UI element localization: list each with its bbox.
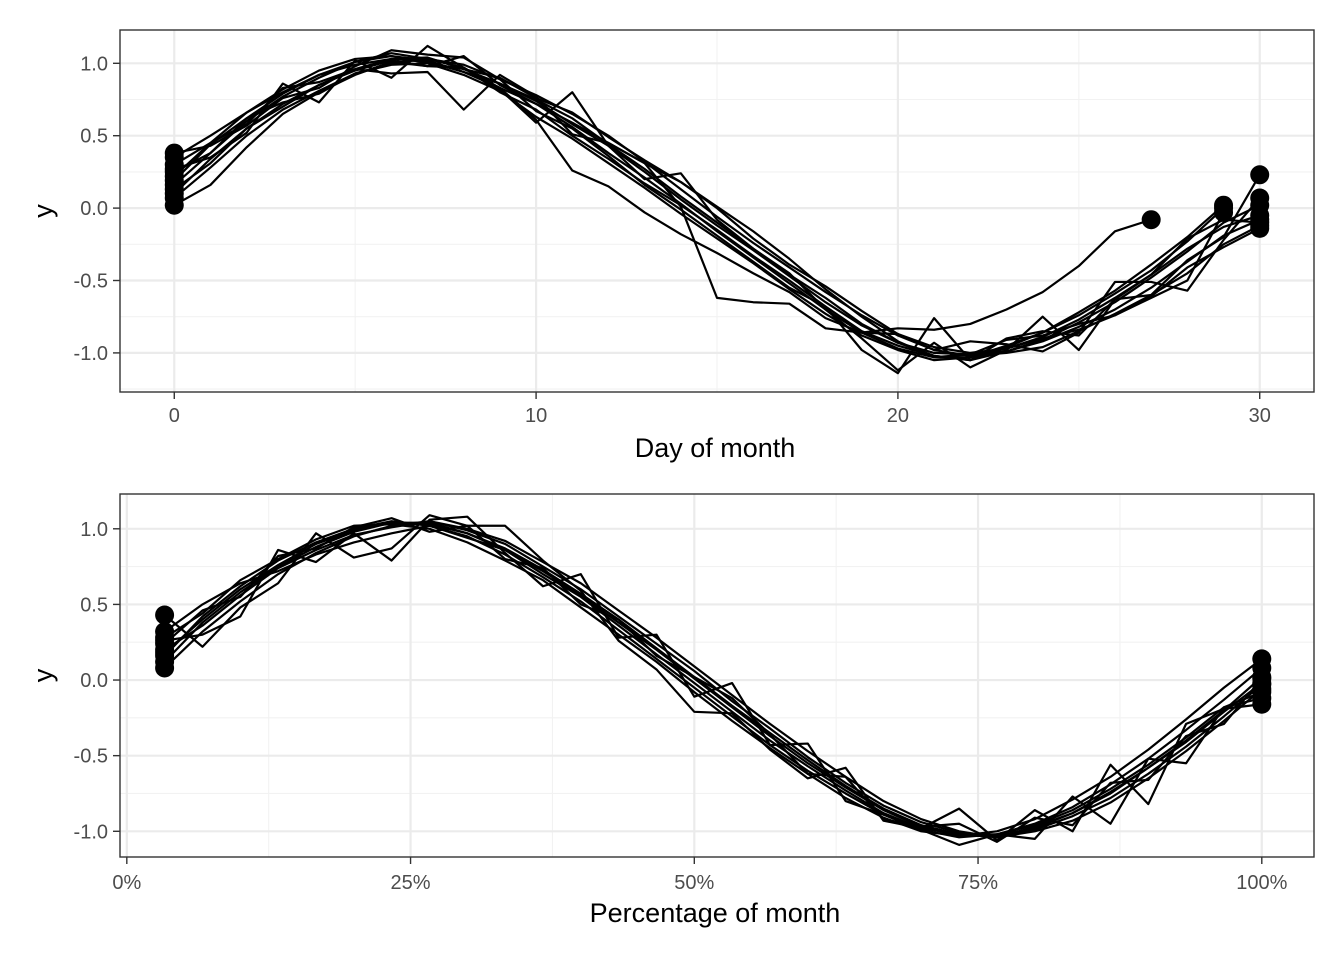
x-tick-label: 50% <box>674 872 714 894</box>
series-line-6 <box>164 523 1263 837</box>
series-end-point <box>1141 210 1161 230</box>
x-axis-title: Percentage of month <box>590 898 841 928</box>
y-tick-label: -1.0 <box>74 821 108 843</box>
y-axis: 1.0 0.5 0.0 -0.5 -1.0 <box>74 519 120 843</box>
series-line-10 <box>164 515 1263 847</box>
endpoint-markers <box>155 605 1272 714</box>
series-end-point <box>1252 649 1272 669</box>
series-lines <box>163 514 1263 847</box>
y-tick-label: -1.0 <box>74 343 108 365</box>
series-end-point <box>1250 165 1270 185</box>
series-line-11 <box>173 62 1261 354</box>
x-axis-title: Day of month <box>635 433 796 463</box>
series-end-point <box>1250 218 1270 238</box>
series-start-point <box>164 159 184 179</box>
x-axis: 0% 25% 50% 75% 100% <box>112 857 1288 894</box>
y-axis: 1.0 0.5 0.0 -0.5 -1.0 <box>74 53 120 365</box>
series-start-point <box>155 631 175 651</box>
y-tick-label: -0.5 <box>74 746 108 768</box>
x-tick-label: 20 <box>887 405 909 427</box>
series-start-point <box>155 605 175 625</box>
x-tick-label: 0 <box>169 405 180 427</box>
series-end-point <box>1252 673 1272 693</box>
y-tick-label: 0.5 <box>80 594 108 616</box>
endpoint-markers <box>164 143 1270 238</box>
series-start-point <box>164 188 184 208</box>
y-tick-label: 0.5 <box>80 126 108 148</box>
y-tick-label: 1.0 <box>80 519 108 541</box>
y-axis-title: y <box>28 204 58 218</box>
series-line-9 <box>163 521 1263 839</box>
series-line-8 <box>163 514 1262 842</box>
major-gridlines <box>120 494 1314 857</box>
panel-border <box>119 493 1315 858</box>
series-start-point <box>164 143 184 163</box>
panel-border <box>119 29 1315 393</box>
series-line-12 <box>173 44 1261 372</box>
chart-panel-1: 0 10 20 30 1.0 0.5 0.0 -0.5 -1.0 Day of month y <box>28 29 1315 463</box>
chart-panel-2: 0% 25% 50% 75% 100% 1.0 0.5 0.0 -0.5 -1.0 Percenta… <box>28 493 1315 928</box>
series-line-9 <box>173 56 1261 356</box>
series-line-8 <box>174 49 1260 375</box>
series-end-point <box>1214 195 1234 215</box>
series-end-point <box>1250 188 1270 208</box>
y-tick-label: 0.0 <box>80 670 108 692</box>
minor-gridlines <box>120 30 1314 392</box>
series-lines <box>173 44 1261 375</box>
minor-gridlines <box>120 494 1314 857</box>
y-axis-title: y <box>28 668 58 682</box>
x-tick-label: 100% <box>1236 872 1287 894</box>
series-line-4 <box>173 54 1225 362</box>
x-tick-label: 10 <box>525 405 547 427</box>
y-tick-label: 0.0 <box>80 198 108 220</box>
y-tick-label: -0.5 <box>74 271 108 293</box>
series-line-7 <box>173 57 1261 359</box>
series-line-7 <box>163 524 1263 836</box>
x-axis: 0 10 20 30 <box>169 392 1271 427</box>
y-tick-label: 1.0 <box>80 53 108 75</box>
x-tick-label: 25% <box>391 872 431 894</box>
x-tick-label: 0% <box>112 872 141 894</box>
x-tick-label: 75% <box>958 872 998 894</box>
series-end-point <box>1252 688 1272 708</box>
x-tick-label: 30 <box>1249 405 1271 427</box>
